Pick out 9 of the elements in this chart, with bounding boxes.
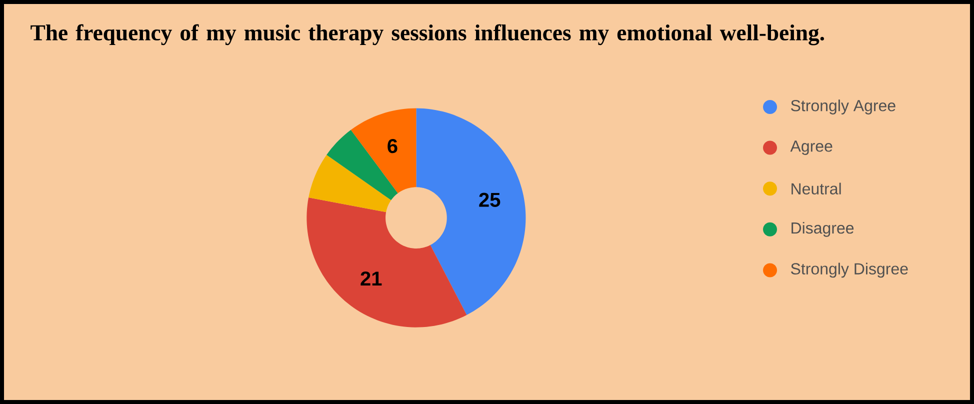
legend-label: Neutral	[792, 182, 841, 194]
data-label: 6	[388, 138, 398, 154]
data-label: 25	[479, 192, 500, 207]
legend-label: Agree	[790, 140, 832, 155]
legend-label: Disagree	[792, 222, 854, 237]
legend-label: Strongly Disgree	[791, 262, 908, 278]
data-label: 21	[360, 271, 382, 286]
legend-label: Strongly Agree	[791, 100, 896, 114]
chart-title: The frequency of my music therapy sessions influences my emotional well-being.	[30, 24, 824, 46]
